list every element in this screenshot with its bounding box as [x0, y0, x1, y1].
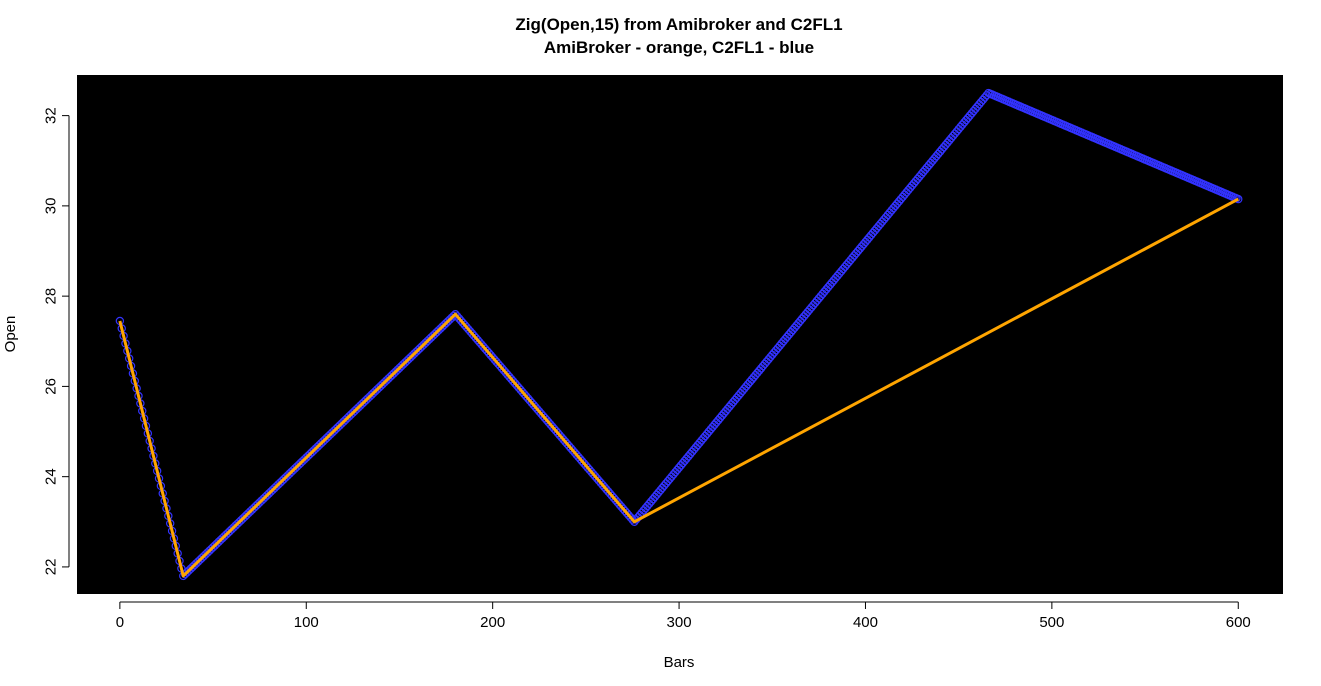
x-tick-label: 200 [480, 614, 505, 631]
chart-subtitle: AmiBroker - orange, C2FL1 - blue [544, 38, 814, 57]
series-1-line [118, 197, 1239, 578]
x-axis: 0 100 200 300 400 500 600 [116, 601, 1251, 631]
x-tick-label: 0 [116, 614, 124, 631]
x-tick-label: 100 [294, 614, 319, 631]
y-axis: 22 24 26 28 30 32 [43, 107, 70, 575]
y-tick-label: 24 [43, 468, 60, 485]
x-tick-label: 300 [667, 614, 692, 631]
x-tick-label: 600 [1226, 614, 1251, 631]
y-tick-label: 30 [43, 198, 60, 215]
y-tick-label: 26 [43, 378, 60, 395]
y-axis-label: Open [2, 316, 19, 353]
series-0-point [1234, 194, 1243, 204]
chart-title: Zig(Open,15) from Amibroker and C2FL1 [515, 15, 842, 34]
series-layer [115, 88, 1243, 581]
series-1 [118, 197, 1239, 578]
x-tick-label: 500 [1039, 614, 1064, 631]
x-tick-label: 400 [853, 614, 878, 631]
x-axis-label: Bars [664, 654, 695, 671]
y-tick-label: 22 [43, 559, 60, 576]
plot-area [77, 75, 1283, 594]
y-tick-label: 28 [43, 288, 60, 305]
y-tick-label: 32 [43, 107, 60, 124]
series-0 [115, 88, 1243, 581]
